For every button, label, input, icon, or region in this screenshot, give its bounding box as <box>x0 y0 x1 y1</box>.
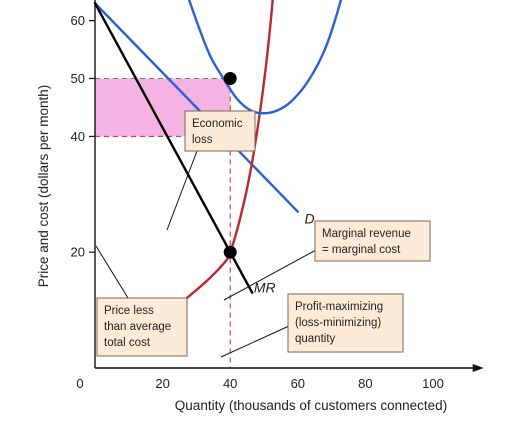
profit-maximizing-callout: Profit-maximizing (loss-minimizing) quan… <box>220 293 404 358</box>
curve-label-d: D <box>305 210 315 226</box>
profit-maximizing-leader <box>220 325 290 358</box>
y-tick-label: 20 <box>71 245 85 260</box>
curve-label-mr: MR <box>254 280 276 296</box>
x-axis-title: Quantity (thousands of customers connect… <box>175 398 447 413</box>
y-tick-label: 60 <box>71 13 85 28</box>
y-tick-label: 50 <box>71 71 85 86</box>
economic-loss-leader <box>166 150 198 231</box>
y-axis-title: Price and cost (dollars per month) <box>36 85 51 288</box>
profit-maximizing-line-2: (loss-minimizing) <box>295 317 381 329</box>
price-less-line-1: Price less <box>104 305 154 317</box>
y-tick-label: 40 <box>71 129 85 144</box>
x-ticks: 0 20 40 60 80 100 <box>76 376 443 391</box>
x-tick-label: 60 <box>291 376 305 391</box>
economic-loss-box <box>184 110 256 152</box>
x-tick-label: 20 <box>155 376 169 391</box>
price-less-leader <box>95 245 129 299</box>
x-tick-label: 80 <box>358 376 372 391</box>
marginal-revenue-line-1: Marginal revenue <box>322 228 411 240</box>
x-tick-label: 0 <box>76 376 83 391</box>
profit-maximizing-line-1: Profit-maximizing <box>295 301 383 313</box>
profit-maximizing-box <box>287 293 404 353</box>
marginal-revenue-leader <box>223 249 317 301</box>
price-less-line-3: total cost <box>104 337 151 349</box>
marginal-revenue-box <box>314 220 431 262</box>
curve-mc <box>185 0 274 300</box>
marginal-revenue-line-2: = marginal cost <box>322 244 401 256</box>
price-less-box <box>96 297 188 357</box>
key-point <box>223 245 237 259</box>
marginal-revenue-callout: Marginal revenue = marginal cost <box>223 220 431 301</box>
curve-atc <box>187 0 343 115</box>
x-tick-label: 100 <box>422 376 444 391</box>
curve-labels: DMRMCATC <box>254 210 315 296</box>
x-axis-arrow <box>472 364 484 372</box>
price-less-line-2: than average <box>104 321 171 333</box>
x-tick-label: 40 <box>223 376 237 391</box>
economic-loss-line-2: loss <box>192 134 213 146</box>
curve-d <box>93 2 299 213</box>
economic-loss-line-1: Economic <box>192 118 243 130</box>
profit-maximizing-line-3: quantity <box>295 333 336 345</box>
y-ticks: 2040506080100 <box>71 13 95 260</box>
key-point <box>223 72 237 85</box>
economic-loss-callout: Economic loss <box>166 110 256 231</box>
price-less-callout: Price less than average total cost <box>95 245 188 357</box>
